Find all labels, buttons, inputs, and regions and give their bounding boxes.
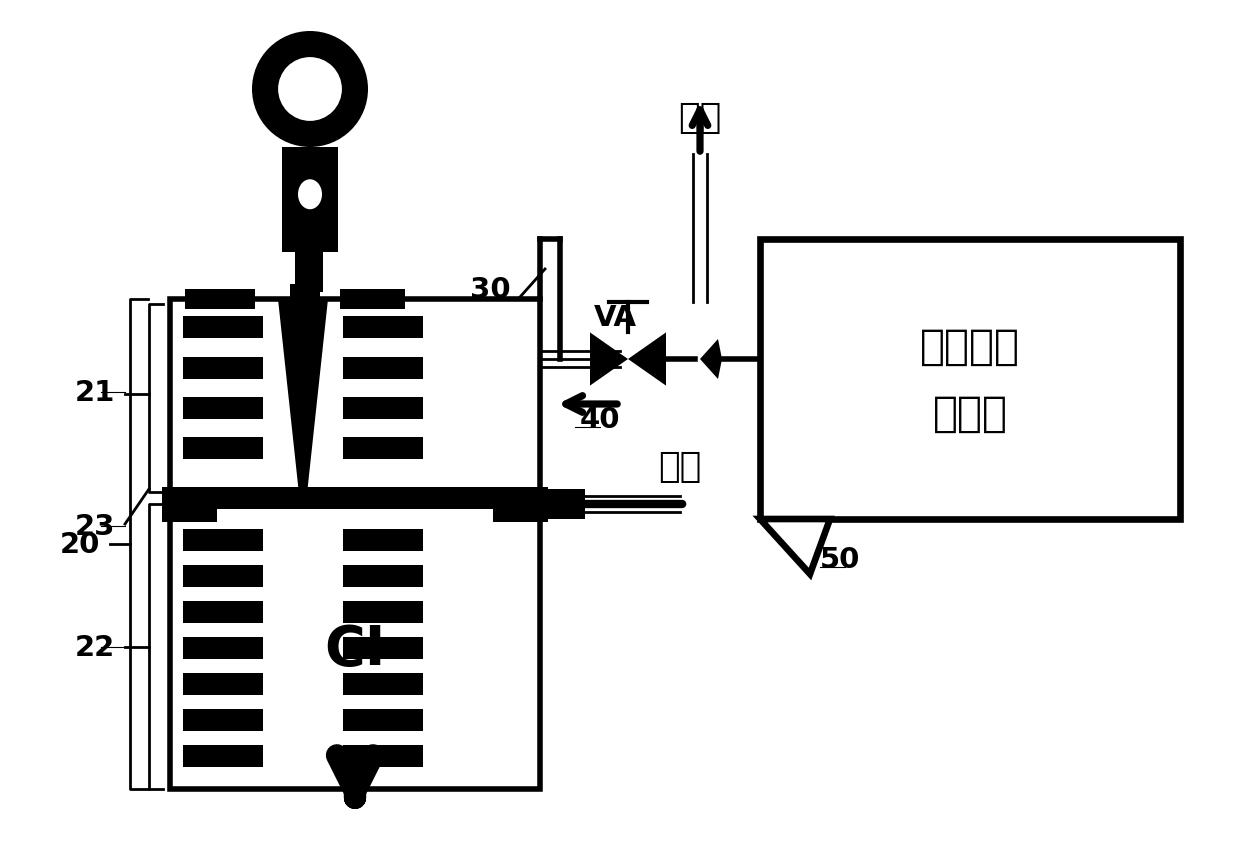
Bar bbox=[535, 490, 585, 519]
Polygon shape bbox=[700, 339, 722, 380]
Bar bbox=[343, 709, 422, 731]
Bar bbox=[295, 252, 323, 293]
Bar bbox=[343, 438, 422, 460]
Bar bbox=[183, 316, 263, 339]
Text: 22: 22 bbox=[74, 633, 115, 661]
Bar bbox=[343, 566, 422, 588]
Circle shape bbox=[278, 58, 342, 122]
Text: 20: 20 bbox=[59, 531, 100, 559]
Bar bbox=[183, 530, 263, 551]
Text: 试剂气体: 试剂气体 bbox=[921, 325, 1020, 367]
Bar bbox=[343, 357, 422, 380]
Text: 50: 50 bbox=[820, 545, 860, 573]
Bar bbox=[282, 148, 338, 252]
Ellipse shape bbox=[299, 180, 322, 210]
Text: 30: 30 bbox=[470, 276, 510, 304]
Text: 21: 21 bbox=[74, 379, 115, 407]
Bar bbox=[170, 299, 540, 499]
Bar bbox=[343, 316, 422, 339]
Text: 产生腔: 产生腔 bbox=[933, 392, 1007, 434]
Bar bbox=[339, 290, 405, 310]
Bar bbox=[183, 397, 263, 420]
Polygon shape bbox=[760, 519, 830, 574]
Bar bbox=[185, 290, 255, 310]
Bar bbox=[162, 508, 217, 522]
Bar bbox=[343, 397, 422, 420]
Text: 23: 23 bbox=[74, 513, 115, 540]
Polygon shape bbox=[278, 299, 328, 495]
Text: 样品: 样品 bbox=[658, 450, 701, 484]
Bar bbox=[760, 240, 1180, 519]
Bar bbox=[343, 746, 422, 767]
Bar bbox=[183, 438, 263, 460]
Circle shape bbox=[252, 32, 368, 148]
Bar bbox=[170, 499, 540, 789]
Bar bbox=[183, 357, 263, 380]
Bar bbox=[343, 673, 422, 695]
Bar bbox=[183, 566, 263, 588]
Text: 10: 10 bbox=[290, 41, 331, 69]
Text: VA: VA bbox=[593, 304, 637, 332]
Bar bbox=[183, 673, 263, 695]
Bar bbox=[343, 530, 422, 551]
Bar bbox=[290, 285, 320, 305]
Bar bbox=[183, 637, 263, 659]
Bar bbox=[343, 637, 422, 659]
Bar bbox=[493, 508, 548, 522]
Bar bbox=[183, 709, 263, 731]
Bar bbox=[183, 601, 263, 624]
Bar bbox=[162, 487, 548, 509]
Text: 尾气: 尾气 bbox=[679, 101, 721, 135]
Text: CI: CI bbox=[325, 623, 385, 676]
Bar bbox=[343, 601, 422, 624]
Bar bbox=[183, 746, 263, 767]
Polygon shape bbox=[590, 333, 628, 386]
Polygon shape bbox=[628, 333, 667, 386]
Text: 40: 40 bbox=[580, 405, 621, 433]
